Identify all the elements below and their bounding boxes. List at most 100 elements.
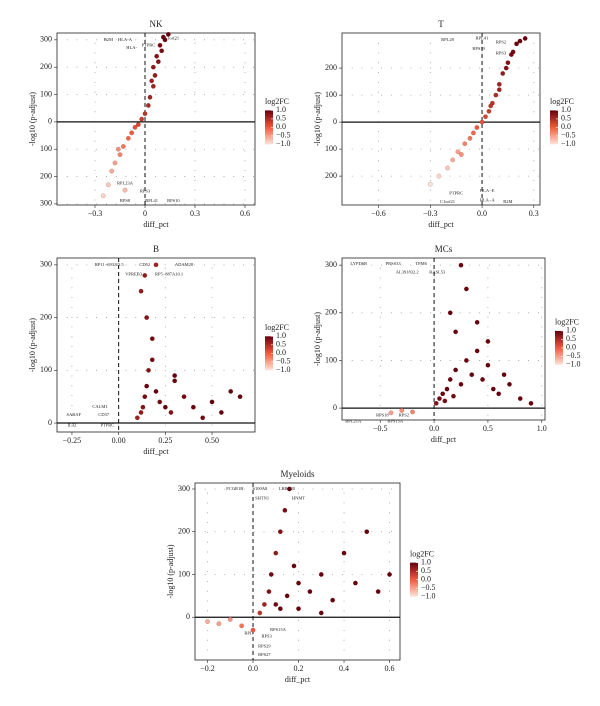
point	[307, 589, 313, 594]
x-tick-label: 0	[143, 209, 147, 218]
x-tick-label: −0.3	[423, 209, 438, 218]
point	[453, 329, 458, 335]
y-tick-label: 100	[325, 90, 337, 99]
gene-label: RPL41	[145, 198, 158, 203]
point	[497, 82, 502, 87]
point	[132, 125, 138, 130]
gene-label: RPS18	[376, 412, 389, 417]
point	[517, 396, 523, 401]
gene-label: CD52	[139, 262, 150, 267]
point	[485, 362, 491, 368]
x-tick-label: 0.0	[477, 209, 487, 218]
point	[517, 38, 523, 44]
point	[116, 146, 121, 152]
x-axis-label: diff_pct	[428, 220, 454, 229]
point	[163, 404, 168, 410]
point	[156, 59, 161, 64]
gene-label: SHTN1	[255, 495, 269, 500]
point	[219, 410, 224, 415]
x-tick-label: 0.50	[205, 436, 219, 445]
panel-title: NK	[150, 19, 163, 29]
x-tick-label: −0.3	[88, 209, 103, 218]
colorbar-title: log2FC	[550, 97, 574, 106]
x-axis-label: diff_pct	[143, 220, 169, 229]
point	[106, 182, 111, 188]
gene-label: RPS2	[399, 412, 409, 417]
colorbar-label: 1.0	[566, 326, 576, 335]
point	[262, 602, 267, 607]
y-tick-label: 200	[40, 62, 52, 71]
x-tick-label: −0.5	[373, 424, 388, 433]
point	[480, 377, 485, 382]
point	[181, 394, 187, 399]
point	[474, 348, 480, 354]
y-tick-label: 200	[325, 308, 337, 317]
y-tick-label: 300	[325, 260, 337, 269]
colorbar-label: −0.5	[276, 357, 291, 366]
gene-label: LRRC25	[279, 486, 296, 491]
y-tick-label: 300	[178, 484, 190, 493]
y-tick-label: 200	[325, 171, 337, 180]
point	[144, 315, 149, 320]
x-tick-label: 0.0	[429, 424, 439, 433]
colorbar-label: −1.0	[276, 365, 291, 374]
point	[149, 78, 154, 84]
x-tick-label: −0.2	[200, 664, 215, 673]
gene-label: RPL	[244, 631, 253, 636]
point	[161, 34, 166, 40]
gene-label: RPS8	[120, 198, 131, 203]
gene-label: PRSS33	[386, 261, 402, 266]
colorbar-label: 1.0	[276, 331, 286, 340]
point	[122, 187, 128, 193]
point	[166, 32, 171, 37]
panel-title: T	[438, 19, 444, 29]
point	[399, 408, 405, 413]
colorbar-label: 1.0	[561, 105, 571, 114]
point	[112, 160, 118, 166]
point	[485, 339, 491, 344]
gene-label: RPL28	[441, 37, 455, 42]
point	[479, 119, 485, 125]
gene-label: HLA-A	[118, 37, 133, 42]
gene-label: AL391832.2	[396, 269, 419, 274]
gene-label: S100A8	[252, 486, 268, 491]
point	[503, 65, 509, 71]
point	[101, 193, 106, 198]
gene-label: CALM1	[92, 404, 107, 409]
gene-label: C1orf21	[440, 199, 455, 204]
y-tick-label: 200	[40, 171, 52, 180]
gene-label: LYPD6B	[350, 261, 367, 266]
point	[135, 415, 140, 421]
point	[464, 358, 469, 363]
point	[228, 389, 233, 394]
point	[319, 572, 324, 577]
point	[469, 372, 475, 378]
point	[153, 389, 159, 394]
gene-label: FCGR1B	[226, 486, 243, 491]
x-tick-label: 0.6	[240, 209, 250, 218]
point	[514, 41, 519, 47]
gene-label: RPL41	[476, 35, 489, 40]
point	[287, 486, 292, 492]
x-tick-label: 0.5	[483, 424, 493, 433]
point	[216, 621, 222, 626]
point	[205, 619, 210, 624]
point	[488, 103, 493, 109]
x-tick-label: −0.6	[371, 209, 386, 218]
colorbar	[410, 562, 418, 597]
point	[146, 368, 151, 373]
point	[172, 373, 177, 378]
colorbar-title: log2FC	[265, 97, 289, 106]
x-tick-label: 0.25	[158, 436, 172, 445]
point	[453, 367, 458, 373]
point	[278, 529, 283, 535]
colorbar	[555, 330, 563, 365]
gene-label: RPS19	[472, 46, 485, 51]
gene-label: CD37	[98, 412, 110, 417]
gene-label: SARAF	[67, 412, 82, 417]
gene-label: RP5−887A10.1	[155, 271, 183, 276]
gene-label: HLA-	[126, 45, 137, 50]
x-axis-label: diff_pct	[143, 447, 169, 456]
gene-label: RPS15A	[270, 627, 287, 632]
